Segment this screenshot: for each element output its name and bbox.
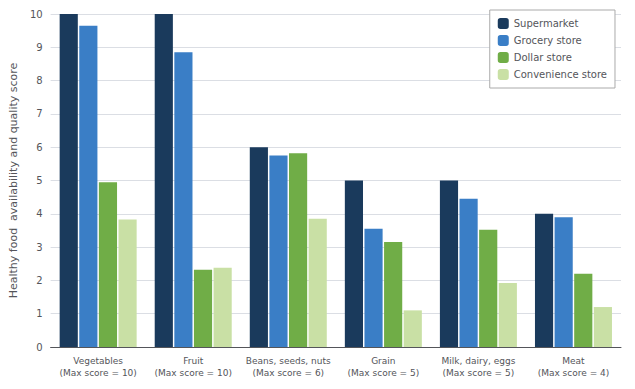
svg-text:Fruit: Fruit [183,356,203,366]
svg-text:(Max score = 4): (Max score = 4) [538,368,610,378]
svg-text:(Max score = 5): (Max score = 5) [348,368,420,378]
svg-text:1: 1 [36,308,42,319]
svg-text:7: 7 [36,108,42,119]
svg-text:4: 4 [36,208,42,219]
svg-text:Supermarket: Supermarket [514,18,579,29]
svg-text:Vegetables: Vegetables [73,356,123,366]
svg-text:9: 9 [36,42,42,53]
svg-text:Grain: Grain [371,356,395,366]
svg-text:(Max score = 6): (Max score = 6) [252,368,324,378]
svg-text:Dollar store: Dollar store [514,52,572,63]
svg-text:6: 6 [36,142,42,153]
svg-text:3: 3 [36,242,42,253]
svg-text:Meat: Meat [562,356,585,366]
svg-text:0: 0 [36,342,42,353]
svg-text:Healthy food availability and: Healthy food availability and quality sc… [7,62,20,298]
svg-text:Milk, dairy, eggs: Milk, dairy, eggs [441,356,515,366]
svg-text:8: 8 [36,75,42,86]
svg-text:(Max score = 10): (Max score = 10) [155,368,232,378]
svg-text:10: 10 [30,9,43,20]
svg-text:(Max score = 5): (Max score = 5) [443,368,515,378]
svg-text:5: 5 [36,175,42,186]
svg-text:Grocery store: Grocery store [514,35,582,46]
svg-text:(Max score = 10): (Max score = 10) [59,368,136,378]
svg-text:Convenience store: Convenience store [514,69,607,80]
svg-text:Beans, seeds, nuts: Beans, seeds, nuts [246,356,331,366]
svg-text:2: 2 [36,275,42,286]
